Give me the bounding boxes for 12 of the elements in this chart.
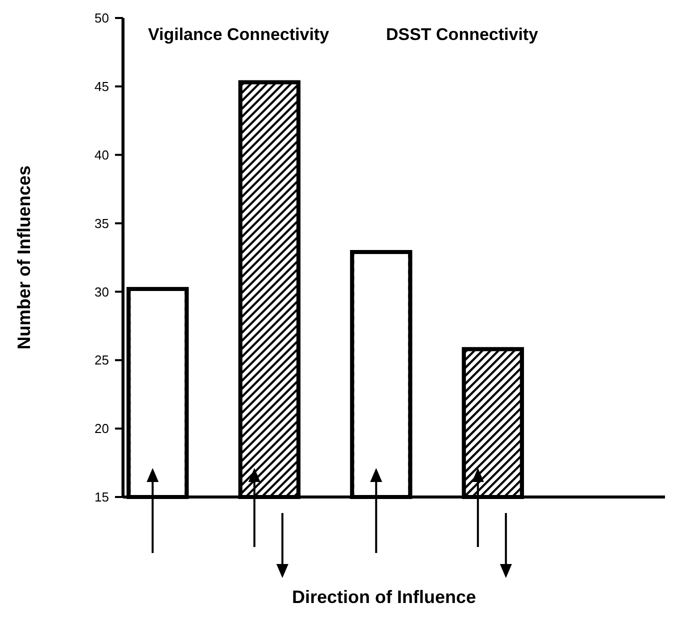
y-tick-label: 15 <box>94 490 109 505</box>
y-tick-label: 30 <box>94 284 109 300</box>
y-tick-label: 50 <box>94 10 109 26</box>
y-tick-label: 35 <box>94 216 109 231</box>
y-tick-label: 45 <box>94 78 109 94</box>
y-tick-label: 20 <box>94 421 109 436</box>
y-tick-label: 40 <box>94 147 109 162</box>
annotation: DSST Connectivity <box>386 25 539 44</box>
x-axis-title: Direction of Influence <box>292 587 476 607</box>
annotation: Vigilance Connectivity <box>148 25 330 44</box>
y-tick-label: 25 <box>94 352 109 368</box>
y-axis-title: Number of Influences <box>14 165 34 350</box>
